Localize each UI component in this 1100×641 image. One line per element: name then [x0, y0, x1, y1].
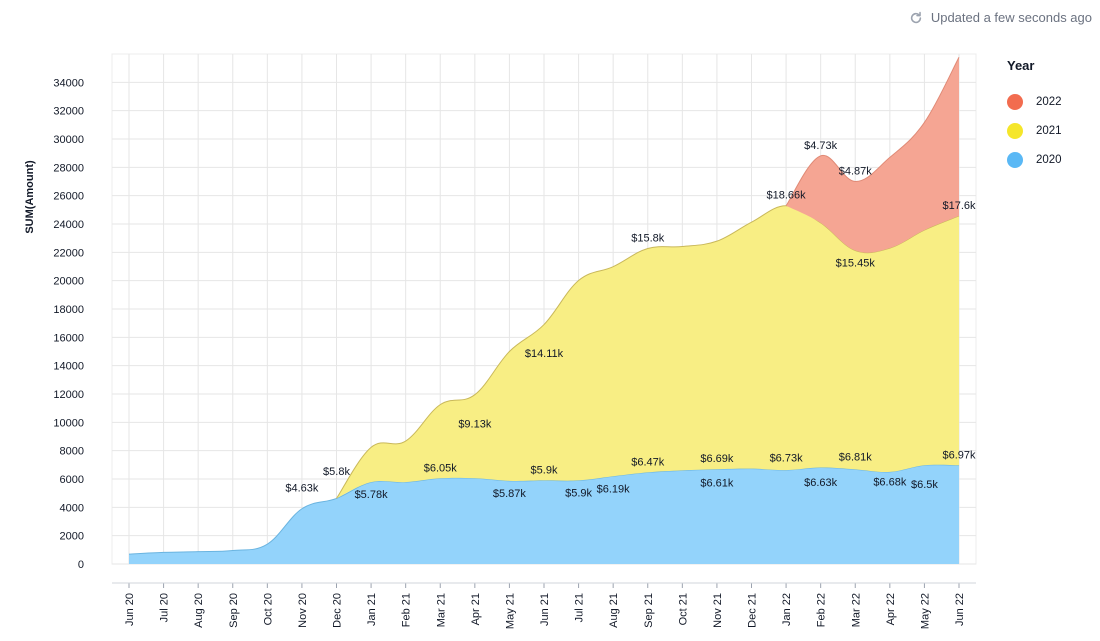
data-label: $6.97k	[942, 449, 976, 461]
x-tick-label: Apr 21	[470, 593, 482, 625]
data-label: $15.8k	[631, 233, 665, 245]
x-tick-label: Jun 22	[954, 593, 966, 626]
x-tick-label: Nov 21	[712, 593, 724, 628]
area-series-2021	[336, 205, 959, 499]
line-series-2020	[128, 464, 960, 555]
x-tick-label: Jul 21	[574, 593, 586, 622]
data-label: $5.8k	[323, 466, 350, 478]
data-label: $5.9k	[531, 464, 558, 476]
y-tick-label: 30000	[53, 134, 84, 146]
line-series-2022	[785, 57, 960, 207]
y-tick-label: 28000	[53, 162, 84, 174]
y-tick-label: 0	[78, 559, 84, 571]
y-tick-label: 8000	[60, 446, 84, 458]
y-tick-label: 18000	[53, 304, 84, 316]
legend-label: 2021	[1036, 124, 1062, 137]
data-label: $6.63k	[804, 477, 838, 489]
y-tick-label: 34000	[53, 77, 84, 89]
area-series-2020	[129, 464, 959, 564]
legend-label: 2022	[1036, 95, 1062, 108]
data-label: $6.05k	[424, 462, 458, 474]
legend-swatch	[1007, 93, 1023, 110]
y-tick-label: 16000	[53, 332, 84, 344]
y-tick-label: 26000	[53, 191, 84, 203]
y-tick-label: 10000	[53, 417, 84, 429]
x-tick-label: Dec 21	[747, 593, 759, 628]
line-series-2021	[336, 205, 960, 499]
axis-layer: 0 2000 4000 6000 8000 10000 12000 14000 16000 180…	[24, 77, 976, 629]
y-tick-label: 20000	[53, 276, 84, 288]
data-label: $9.13k	[458, 419, 492, 431]
data-label: $6.81k	[839, 452, 873, 464]
label-layer: $4.63k $5.8k $5.78k $6.05k $9.13k $5.87k $5.9k…	[285, 140, 976, 501]
last-updated-status[interactable]: Updated a few seconds ago	[909, 10, 1092, 25]
x-tick-label: Aug 21	[608, 593, 620, 628]
legend-item-2022[interactable]: 2022	[1007, 87, 1062, 116]
data-label: $4.87k	[839, 166, 873, 178]
data-label: $17.6k	[942, 200, 976, 212]
stacked-area-chart: 0 2000 4000 6000 8000 10000 12000 14000 16000 180…	[24, 53, 977, 629]
y-axis-title: SUM(Amount)	[24, 160, 36, 234]
x-tick-label: Dec 20	[332, 593, 344, 628]
x-tick-label: May 22	[919, 593, 931, 629]
area-layer	[128, 57, 960, 564]
x-tick-label: Oct 21	[677, 593, 689, 625]
data-label: $5.87k	[493, 488, 527, 500]
x-tick-label: Sep 21	[643, 593, 655, 628]
y-tick-label: 14000	[53, 361, 84, 373]
legend-item-2020[interactable]: 2020	[1007, 145, 1062, 174]
refresh-icon[interactable]	[909, 11, 923, 25]
last-updated-text: Updated a few seconds ago	[930, 10, 1092, 25]
x-tick-label: Mar 22	[850, 593, 862, 627]
legend-title: Year	[1007, 58, 1035, 73]
data-label: $6.69k	[700, 453, 734, 465]
x-tick-label: Jan 21	[366, 593, 378, 626]
x-tick-label: Feb 21	[401, 593, 413, 627]
data-label: $6.5k	[911, 479, 938, 491]
legend: Year 2022 2021 2020	[1007, 58, 1062, 174]
x-tick-label: Oct 20	[262, 593, 274, 625]
y-tick-label: 2000	[60, 531, 84, 543]
x-tick-label: Aug 20	[193, 593, 205, 628]
area-series-2022	[786, 57, 959, 253]
data-label: $6.19k	[597, 483, 631, 495]
x-tick-label: Nov 20	[297, 593, 309, 628]
legend-label: 2020	[1036, 153, 1062, 166]
x-tick-label: Apr 22	[885, 593, 897, 625]
x-tick-label: Jul 20	[159, 593, 171, 622]
x-tick-label: May 21	[504, 593, 516, 629]
data-label: $4.73k	[804, 140, 838, 152]
legend-items: 2022 2021 2020	[1007, 87, 1062, 174]
data-label: $4.63k	[285, 482, 319, 494]
data-label: $5.9k	[565, 487, 592, 499]
data-label: $5.78k	[355, 489, 389, 501]
legend-item-2021[interactable]: 2021	[1007, 116, 1062, 145]
y-tick-label: 24000	[53, 219, 84, 231]
data-label: $15.45k	[836, 257, 876, 269]
y-tick-label: 4000	[60, 502, 84, 514]
x-tick-label: Feb 22	[816, 593, 828, 627]
legend-swatch	[1007, 122, 1023, 139]
y-tick-label: 22000	[53, 247, 84, 259]
data-label: $6.73k	[770, 453, 804, 465]
x-tick-label: Mar 21	[435, 593, 447, 627]
data-label: $14.11k	[525, 348, 564, 360]
x-tick-label: Jun 21	[539, 593, 551, 626]
y-tick-label: 32000	[53, 106, 84, 118]
data-label: $6.68k	[873, 476, 907, 488]
y-tick-label: 6000	[60, 474, 84, 486]
data-label: $6.61k	[700, 477, 734, 489]
data-label: $6.47k	[631, 456, 665, 468]
y-tick-label: 12000	[53, 389, 84, 401]
x-tick-label: Sep 20	[228, 593, 240, 628]
legend-swatch	[1007, 151, 1023, 168]
x-tick-label: Jan 22	[781, 593, 793, 626]
x-tick-label: Jun 20	[124, 593, 136, 626]
data-label: $18.66k	[767, 190, 807, 202]
